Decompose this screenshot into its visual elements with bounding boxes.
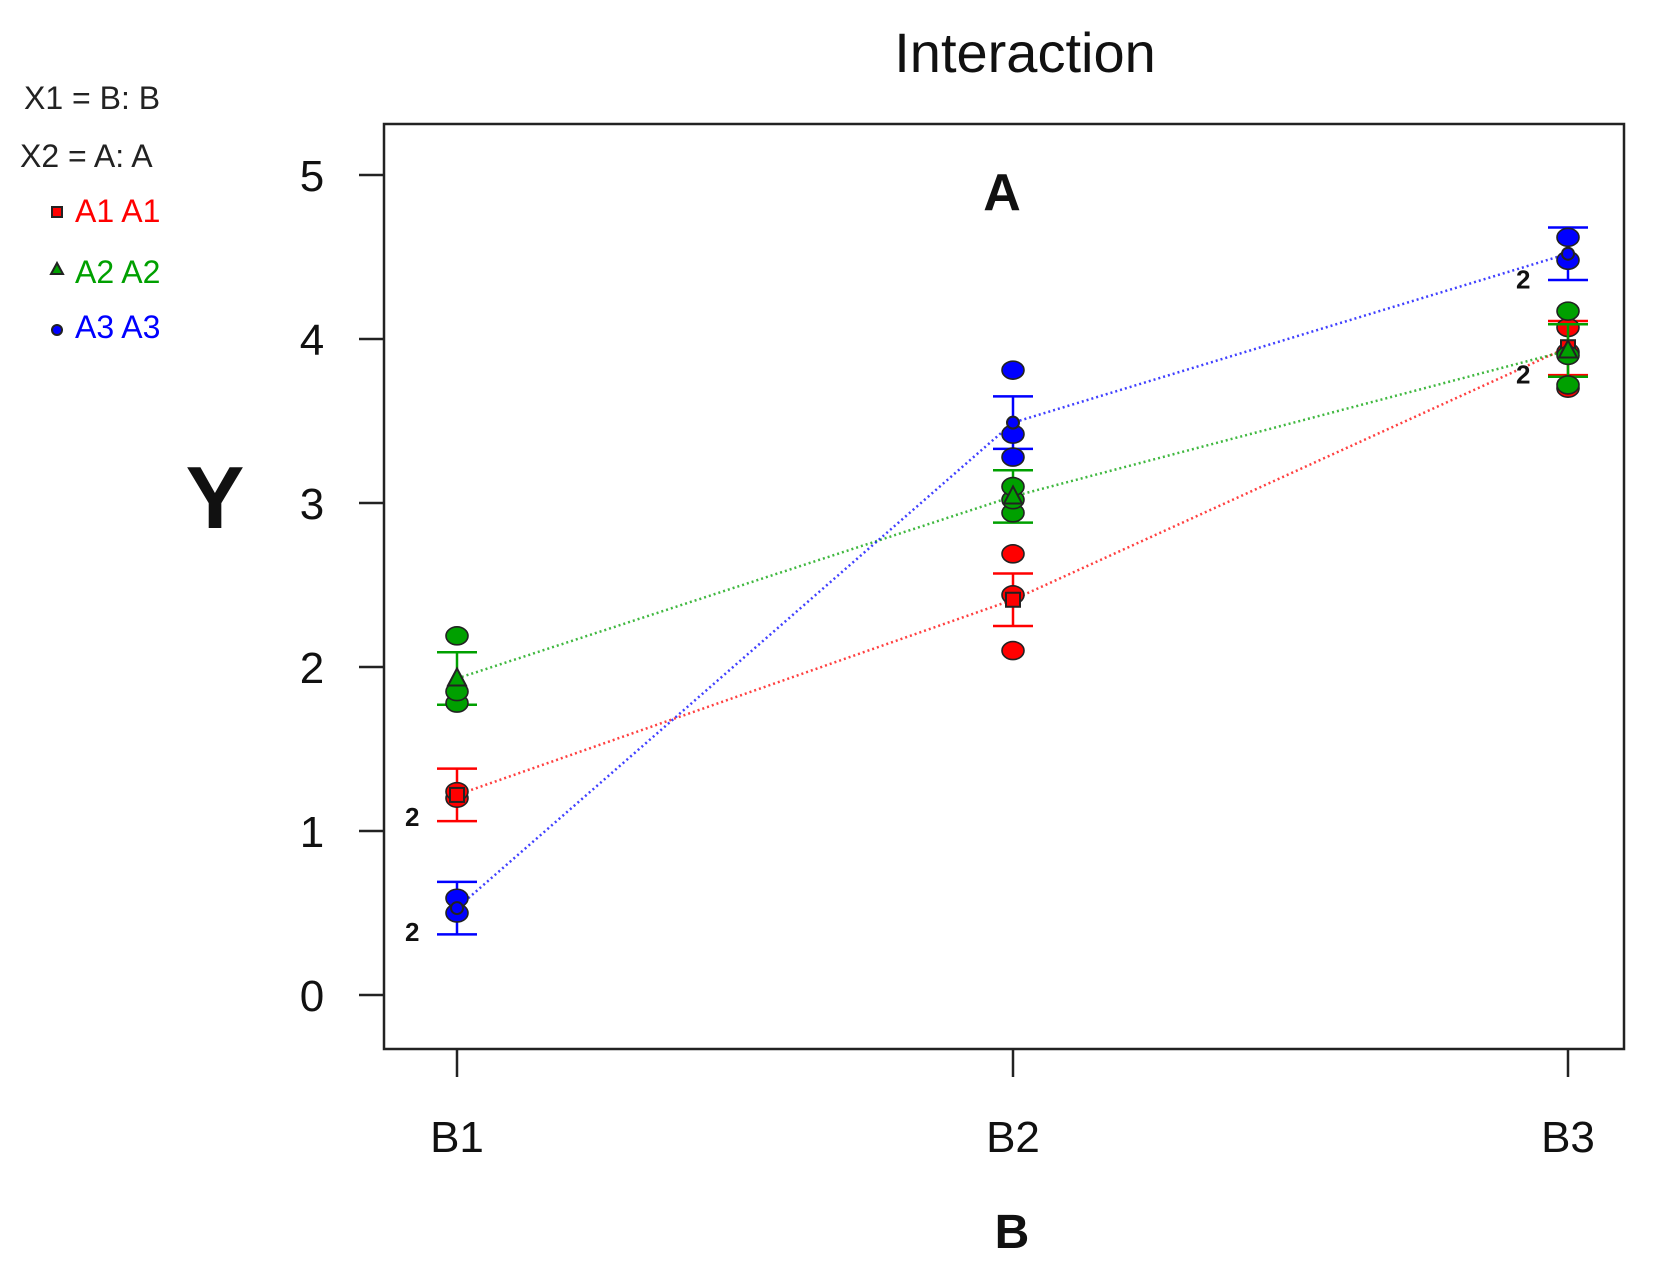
series-line: [456, 252, 1569, 910]
series-a2: 2: [437, 301, 1588, 713]
mean-marker: [1002, 484, 1024, 505]
mean-marker: [450, 901, 464, 916]
y-tick-label: 1: [300, 808, 324, 857]
y-axis-label: Y: [186, 448, 245, 547]
point-count-label: 2: [405, 802, 419, 832]
data-point: [1556, 375, 1580, 395]
data-point: [1556, 227, 1580, 248]
x-axis-label: B: [995, 1206, 1030, 1259]
point-count-label: 2: [405, 917, 419, 947]
chart-subtitle: A: [983, 164, 1021, 222]
legend-label-a2: A2 A2: [75, 254, 160, 290]
y-tick-label: 3: [300, 480, 324, 529]
data-point: [445, 626, 469, 646]
y-tick-label: 0: [300, 972, 324, 1021]
legend-triangle-icon: [49, 260, 65, 275]
data-point: [1001, 640, 1025, 661]
y-tick-label: 2: [300, 644, 324, 693]
legend-label-a3: A3 A3: [75, 309, 160, 345]
legend-header-x1: X1 = B: B: [24, 80, 160, 116]
y-tick-label: 5: [300, 152, 324, 201]
mean-marker: [446, 666, 468, 687]
data-point: [1001, 447, 1025, 467]
legend-header-x2: X2 = A: A: [20, 138, 153, 174]
point-count-label: 2: [1516, 359, 1530, 389]
y-axis: 0 1 2 3 4 5: [300, 152, 384, 1021]
y-tick-label: 4: [300, 316, 324, 365]
x-axis: B1 B2 B3: [430, 1049, 1595, 1162]
point-count-label: 2: [1516, 264, 1530, 294]
mean-marker: [1561, 246, 1575, 261]
legend: X1 = B: B X2 = A: A A1 A1 A2 A2 A3 A3: [20, 80, 160, 345]
data-point: [1556, 301, 1580, 321]
legend-square-icon: [51, 206, 63, 218]
chart-title: Interaction: [894, 21, 1156, 84]
data-point: [1001, 360, 1025, 380]
mean-marker: [1557, 338, 1579, 359]
x-tick-label: B1: [430, 1113, 484, 1162]
x-tick-label: B3: [1541, 1113, 1595, 1162]
x-tick-label: B2: [986, 1113, 1040, 1162]
legend-label-a1: A1 A1: [75, 193, 160, 229]
data-point: [1001, 544, 1025, 564]
series-line: [456, 346, 1569, 797]
plot-frame: [382, 122, 1626, 1051]
mean-marker: [449, 786, 465, 803]
mean-marker: [1006, 415, 1020, 430]
series-a3: 22: [405, 226, 1588, 947]
legend-circle-icon: [51, 324, 63, 336]
mean-marker: [1005, 591, 1021, 608]
